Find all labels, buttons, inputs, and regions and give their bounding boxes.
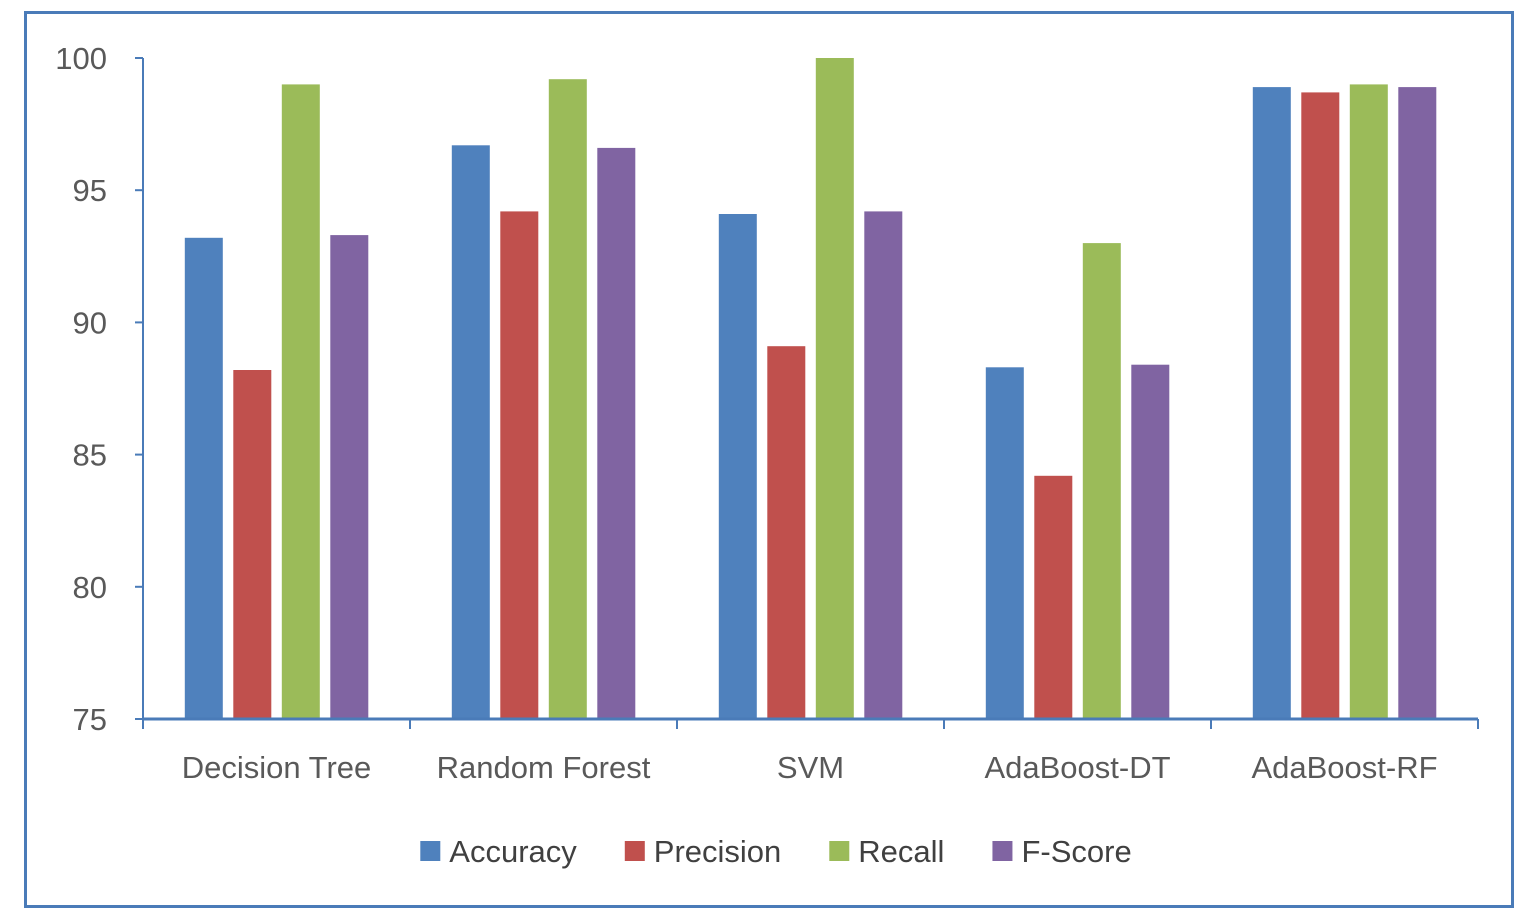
legend-label: F-Score <box>1021 834 1131 869</box>
bar-decision-tree-accuracy[interactable] <box>184 237 223 720</box>
x-tick-label-random-forest: Random Forest <box>437 750 651 785</box>
bar-adaboost-rf-precision[interactable] <box>1301 92 1340 719</box>
bar-decision-tree-f-score[interactable] <box>330 235 369 719</box>
bars-layer <box>184 58 1437 720</box>
bar-adaboost-rf-recall[interactable] <box>1349 84 1388 719</box>
y-tick-label: 80 <box>73 570 107 605</box>
legend-label: Precision <box>654 834 782 869</box>
y-tick-label: 75 <box>73 702 107 737</box>
legend[interactable]: Accuracy Precision Recall F-Score <box>420 834 1132 869</box>
legend-item-accuracy[interactable]: Accuracy <box>420 834 577 869</box>
legend-swatch <box>420 841 441 861</box>
legend-swatch <box>829 841 850 861</box>
legend-item-recall[interactable]: Recall <box>829 834 944 869</box>
bar-svm-accuracy[interactable] <box>718 214 757 719</box>
legend-swatch <box>624 841 645 861</box>
y-tick-label: 85 <box>73 438 107 473</box>
bar-svm-recall[interactable] <box>815 58 854 719</box>
y-tick-label: 95 <box>73 173 107 208</box>
legend-item-precision[interactable]: Precision <box>624 834 782 869</box>
bar-svm-precision[interactable] <box>767 346 806 719</box>
bar-decision-tree-recall[interactable] <box>281 84 320 719</box>
y-tick-label: 100 <box>55 41 107 76</box>
legend-swatch <box>992 841 1013 861</box>
bar-adaboost-dt-recall[interactable] <box>1082 243 1121 719</box>
bar-random-forest-accuracy[interactable] <box>451 145 490 720</box>
y-tick-labels: 75 80 85 90 95 100 <box>55 41 107 737</box>
bar-adaboost-rf-accuracy[interactable] <box>1252 87 1291 720</box>
x-tick-label-adaboost-rf: AdaBoost-RF <box>1251 750 1437 785</box>
bar-adaboost-dt-f-score[interactable] <box>1131 364 1170 719</box>
x-tick-label-svm: SVM <box>777 750 844 785</box>
legend-item-f-score[interactable]: F-Score <box>992 834 1132 869</box>
axes-layer <box>135 57 1479 729</box>
bar-random-forest-recall[interactable] <box>548 79 587 719</box>
y-tick-label: 90 <box>73 305 107 340</box>
bar-random-forest-precision[interactable] <box>500 211 539 719</box>
x-tick-label-adaboost-dt: AdaBoost-DT <box>984 750 1170 785</box>
x-tick-label-decision-tree: Decision Tree <box>182 750 372 785</box>
bar-svm-f-score[interactable] <box>864 211 903 719</box>
bar-adaboost-rf-f-score[interactable] <box>1398 87 1437 720</box>
bar-random-forest-f-score[interactable] <box>597 147 636 719</box>
bar-decision-tree-precision[interactable] <box>233 370 272 719</box>
legend-label: Recall <box>858 834 944 869</box>
bar-adaboost-dt-accuracy[interactable] <box>985 367 1024 719</box>
x-tick-labels: Decision Tree Random Forest SVM AdaBoost-DT… <box>182 750 1438 785</box>
legend-label: Accuracy <box>449 834 577 869</box>
bar-adaboost-dt-precision[interactable] <box>1034 475 1073 719</box>
